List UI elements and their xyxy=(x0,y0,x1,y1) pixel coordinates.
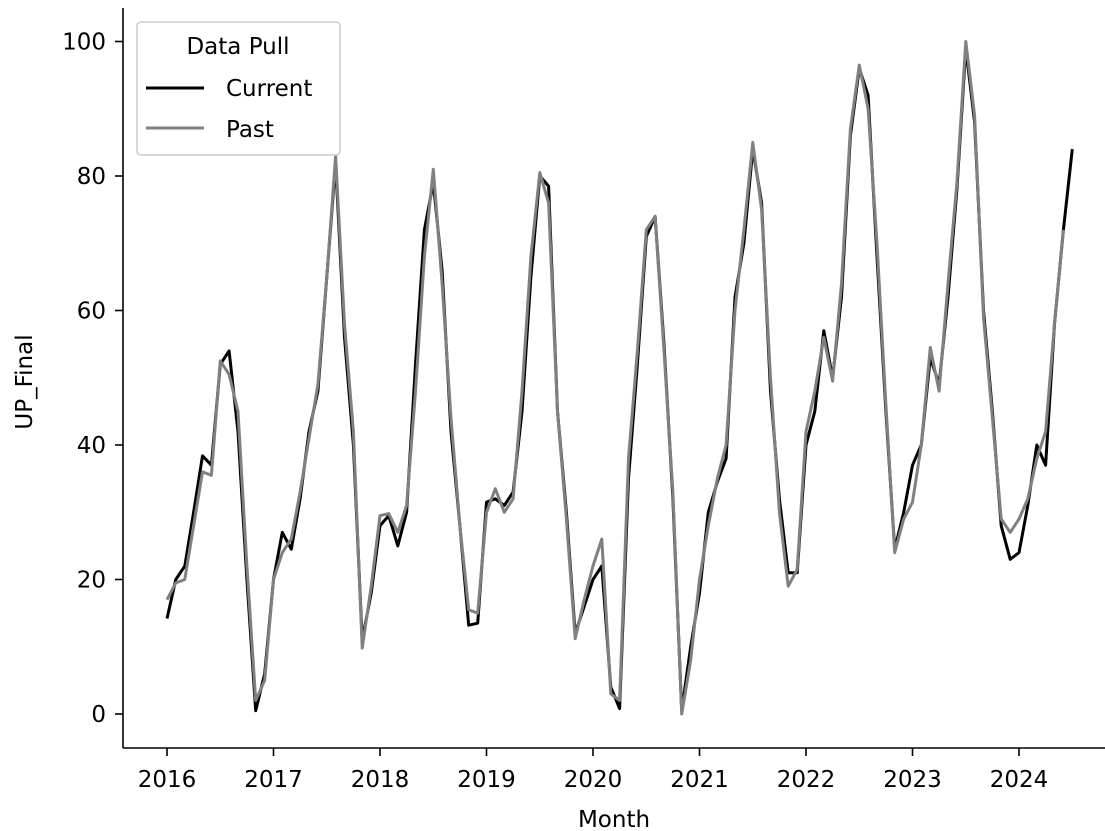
x-ticks: 2016 2017 2018 2019 2020 2021 2022 2023 2024 xyxy=(138,748,1049,793)
y-ticks: 0 20 40 60 80 100 xyxy=(62,30,123,728)
y-tick-label: 80 xyxy=(77,164,106,190)
x-tick-label: 2024 xyxy=(990,767,1049,793)
x-tick-label: 2018 xyxy=(351,767,410,793)
y-axis-title: UP_Final xyxy=(12,334,38,429)
legend-label-past: Past xyxy=(226,117,274,143)
y-tick-label: 0 xyxy=(91,702,106,728)
x-tick-label: 2017 xyxy=(244,767,303,793)
legend-label-current: Current xyxy=(226,76,312,102)
y-tick-label: 40 xyxy=(77,433,106,459)
legend-title: Data Pull xyxy=(186,34,289,60)
y-tick-label: 60 xyxy=(77,299,106,325)
legend: Data Pull Current Past xyxy=(136,21,341,156)
series-line-past xyxy=(165,40,1065,716)
y-tick-label: 20 xyxy=(77,568,106,594)
x-tick-label: 2021 xyxy=(670,767,729,793)
y-tick-label: 100 xyxy=(62,30,106,56)
x-tick-label: 2022 xyxy=(777,767,836,793)
x-axis-title: Month xyxy=(578,807,650,831)
x-tick-label: 2020 xyxy=(564,767,623,793)
x-tick-label: 2016 xyxy=(138,767,197,793)
x-tick-label: 2023 xyxy=(883,767,942,793)
axes xyxy=(122,8,1105,749)
x-tick-label: 2019 xyxy=(457,767,516,793)
legend-box xyxy=(136,21,341,156)
plot-series xyxy=(165,40,1074,716)
